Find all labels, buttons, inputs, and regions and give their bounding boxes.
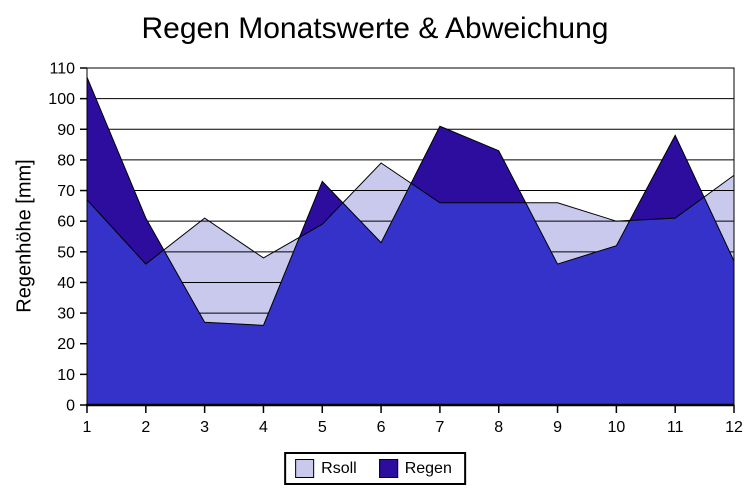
y-tick-label-70: 70 [57,183,75,200]
legend-swatch-rsoll [295,459,315,478]
y-tick-label-100: 100 [48,91,75,108]
legend-item-rsoll: Rsoll [295,459,357,478]
legend: Rsoll Regen [284,452,466,485]
x-tick-label-2: 2 [141,419,150,436]
y-tick-label-60: 60 [57,214,75,231]
y-tick-label-110: 110 [49,61,75,78]
x-tick-label-4: 4 [259,419,268,436]
x-tick-label-6: 6 [377,419,386,436]
x-tick-label-3: 3 [200,419,209,436]
y-tick-label-80: 80 [57,152,75,169]
y-tick-label-20: 20 [57,336,75,353]
legend-item-regen: Regen [378,459,452,478]
x-tick-label-10: 10 [607,419,625,436]
x-tick-label-12: 12 [725,419,743,436]
x-tick-label-5: 5 [318,419,327,436]
legend-label-rsoll: Rsoll [321,460,357,477]
legend-label-regen: Regen [404,460,452,477]
y-tick-label-90: 90 [57,122,75,139]
x-tick-label-9: 9 [553,419,562,436]
x-tick-label-7: 7 [435,419,444,436]
y-tick-label-10: 10 [57,367,75,384]
y-tick-label-30: 30 [57,306,75,323]
y-tick-label-40: 40 [57,275,75,292]
y-tick-label-50: 50 [57,244,75,261]
x-tick-label-11: 11 [667,419,684,436]
legend-swatch-regen [378,459,398,478]
y-tick-label-0: 0 [66,398,75,415]
x-tick-label-1: 1 [83,419,92,436]
x-tick-label-8: 8 [494,419,503,436]
chart-title: Regen Monatswerte & Abweichung [141,12,609,45]
